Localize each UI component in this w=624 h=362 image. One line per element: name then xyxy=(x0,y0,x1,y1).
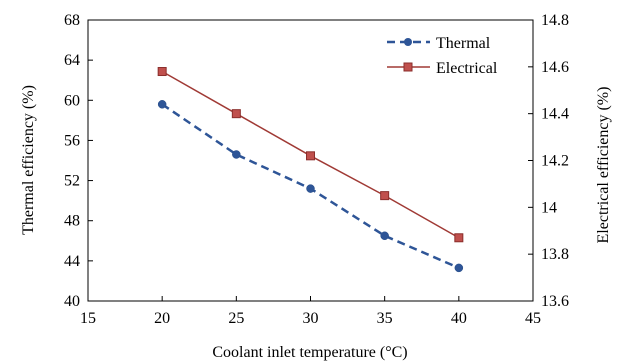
x-tick-label: 25 xyxy=(228,310,244,327)
y-right-tick-label: 14.6 xyxy=(541,59,569,76)
x-tick-label: 45 xyxy=(525,310,541,327)
y-left-tick-label: 40 xyxy=(64,293,80,310)
legend-electrical-label: Electrical xyxy=(436,60,498,77)
legend: Thermal Electrical xyxy=(387,35,498,77)
legend-thermal-label: Thermal xyxy=(436,35,491,52)
data-point-thermal xyxy=(306,184,315,193)
x-axis-title: Coolant inlet temperature (°C) xyxy=(212,344,407,361)
data-point-electrical xyxy=(231,109,241,119)
data-point-electrical xyxy=(380,191,390,201)
y-right-tick-label: 14.2 xyxy=(541,153,569,170)
y-right-tick-label: 14 xyxy=(541,199,557,216)
y-left-tick-label: 64 xyxy=(64,52,80,69)
data-point-electrical xyxy=(454,233,464,243)
series-layer xyxy=(157,67,464,273)
y-axis-left-title: Thermal efficiency (%) xyxy=(20,85,37,235)
x-tick-label: 35 xyxy=(377,310,393,327)
y-right-tick-label: 13.6 xyxy=(541,293,569,310)
x-tick-label: 20 xyxy=(154,310,170,327)
legend-item-electrical: Electrical xyxy=(387,60,498,77)
ticks-layer: 15 20 25 30 35 40 45 40 44 48 52 56 60 64 68 13.6 13.8 14… xyxy=(64,12,569,327)
y-right-tick-label: 14.8 xyxy=(541,12,569,29)
legend-thermal-marker xyxy=(404,38,412,46)
x-tick-label: 15 xyxy=(80,310,96,327)
y-left-tick-label: 48 xyxy=(64,213,80,230)
y-right-tick-label: 14.4 xyxy=(541,106,569,123)
data-point-thermal xyxy=(157,100,167,109)
data-point-thermal xyxy=(380,231,389,241)
y-left-tick-label: 68 xyxy=(64,12,80,29)
y-left-tick-label: 44 xyxy=(64,253,80,270)
data-point-thermal xyxy=(454,263,464,273)
x-tick-label: 40 xyxy=(451,310,467,327)
data-point-electrical xyxy=(157,67,167,77)
y-left-tick-label: 56 xyxy=(64,132,80,149)
x-tick-label: 30 xyxy=(303,310,319,327)
data-point-electrical xyxy=(306,151,315,161)
data-point-thermal xyxy=(232,150,241,159)
y-right-tick-label: 13.8 xyxy=(541,246,569,263)
y-axis-right-title: Electrical efficiency (%) xyxy=(595,87,612,244)
legend-electrical-marker xyxy=(403,62,413,72)
y-left-tick-label: 60 xyxy=(64,92,80,109)
legend-item-thermal: Thermal xyxy=(387,35,491,52)
y-left-tick-label: 52 xyxy=(64,173,80,190)
